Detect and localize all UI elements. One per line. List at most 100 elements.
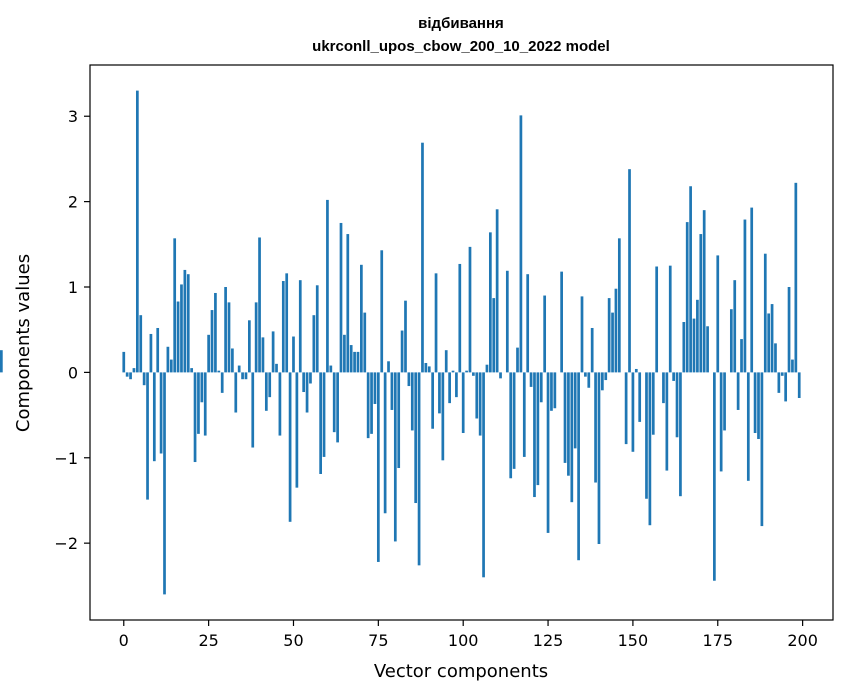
- bar-3: [132, 368, 136, 373]
- bar-40: [258, 237, 261, 373]
- bar-70: [360, 264, 363, 373]
- bar-140: [597, 372, 601, 545]
- bar-71: [363, 312, 367, 373]
- bar-86: [414, 372, 418, 504]
- bar-35: [241, 372, 244, 380]
- x-tick-label: 175: [702, 631, 733, 650]
- bar-33: [234, 372, 238, 413]
- bar-93: [438, 372, 441, 414]
- bar-104: [475, 372, 479, 419]
- bar-134: [577, 372, 580, 561]
- bar-100: [461, 372, 465, 434]
- bar-95: [444, 350, 448, 373]
- bar-114: [509, 372, 513, 479]
- bar-143: [607, 298, 611, 373]
- bar-50: [292, 336, 295, 373]
- bar-161: [668, 265, 672, 373]
- bar-152: [638, 372, 642, 422]
- bar-145: [614, 288, 618, 373]
- bar-9: [152, 372, 156, 462]
- bar-187: [757, 372, 760, 439]
- x-tick-label: 0: [119, 631, 129, 650]
- bar-168: [692, 318, 696, 373]
- bar-144: [611, 312, 614, 373]
- bar-121: [533, 372, 536, 498]
- bar-13: [166, 346, 170, 373]
- bar-80: [393, 372, 397, 542]
- bar-180: [733, 280, 737, 373]
- bar-120: [529, 372, 533, 387]
- chart-subtitle: ukrconll_upos_cbow_200_10_2022 model: [312, 38, 610, 55]
- bar-19: [186, 274, 190, 373]
- bar-2: [129, 372, 132, 380]
- bar-166: [685, 222, 689, 373]
- bar-170: [699, 234, 703, 373]
- bar-10: [156, 327, 160, 373]
- bar-190: [767, 313, 771, 373]
- bar-102: [468, 246, 472, 373]
- bar-72: [366, 372, 370, 439]
- plot-area-frame: [89, 64, 834, 621]
- bar-27: [214, 292, 217, 373]
- bar-47: [281, 281, 285, 373]
- bar-51: [295, 372, 299, 488]
- bar-133: [573, 372, 577, 449]
- bar-29: [220, 372, 224, 393]
- bar-32: [231, 348, 234, 373]
- bar-79: [390, 372, 394, 410]
- bar-113: [505, 270, 509, 373]
- bar-118: [522, 372, 526, 457]
- bar-183: [743, 219, 747, 373]
- bar-11: [159, 372, 163, 454]
- bar-162: [672, 372, 675, 381]
- bar-101: [465, 370, 468, 373]
- bar-198: [794, 182, 798, 373]
- x-tick-label: 75: [368, 631, 388, 650]
- bar-14: [169, 359, 173, 373]
- bar-55: [309, 372, 312, 384]
- bar-4: [135, 90, 139, 373]
- bar-15: [173, 238, 177, 373]
- bar-23: [200, 372, 204, 403]
- bar-179: [729, 309, 733, 373]
- bar-141: [601, 372, 604, 391]
- bar-138: [590, 327, 594, 373]
- bar-88: [421, 142, 424, 373]
- bar-1: [125, 372, 129, 377]
- x-tick-label: 25: [198, 631, 218, 650]
- bar-34: [237, 365, 241, 373]
- bar-182: [740, 339, 743, 373]
- bar-127: [553, 372, 557, 409]
- bar-117: [519, 115, 523, 373]
- bar-125: [546, 372, 550, 533]
- bar-99: [458, 263, 462, 373]
- y-tick-label: 2: [68, 193, 78, 212]
- y-tick-label: 1: [68, 278, 78, 297]
- bar-24: [203, 372, 207, 436]
- bar-6: [142, 372, 146, 386]
- bar-5: [139, 315, 143, 373]
- bar-16: [176, 301, 180, 373]
- bar-196: [787, 287, 791, 373]
- bar-31: [227, 302, 231, 373]
- bar-186: [753, 372, 757, 434]
- bar-42: [264, 372, 268, 411]
- bar-20: [190, 368, 194, 373]
- x-tick-label: 125: [533, 631, 564, 650]
- bar-115: [512, 372, 516, 469]
- bar-36: [244, 372, 248, 380]
- bar-81: [397, 372, 401, 469]
- bar-163: [675, 372, 679, 438]
- bar-57: [315, 285, 319, 373]
- bar-83: [404, 300, 407, 373]
- bar-52: [298, 280, 302, 373]
- bar-90: [427, 366, 431, 373]
- bar-175: [716, 255, 720, 373]
- bar-172: [706, 326, 709, 373]
- bars-group: [0, 90, 801, 595]
- bar-73: [370, 372, 373, 434]
- bar-65: [343, 334, 346, 373]
- bar-192: [774, 343, 777, 373]
- bar-189: [763, 253, 767, 373]
